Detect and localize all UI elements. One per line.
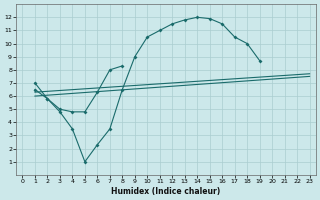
X-axis label: Humidex (Indice chaleur): Humidex (Indice chaleur) xyxy=(111,187,221,196)
